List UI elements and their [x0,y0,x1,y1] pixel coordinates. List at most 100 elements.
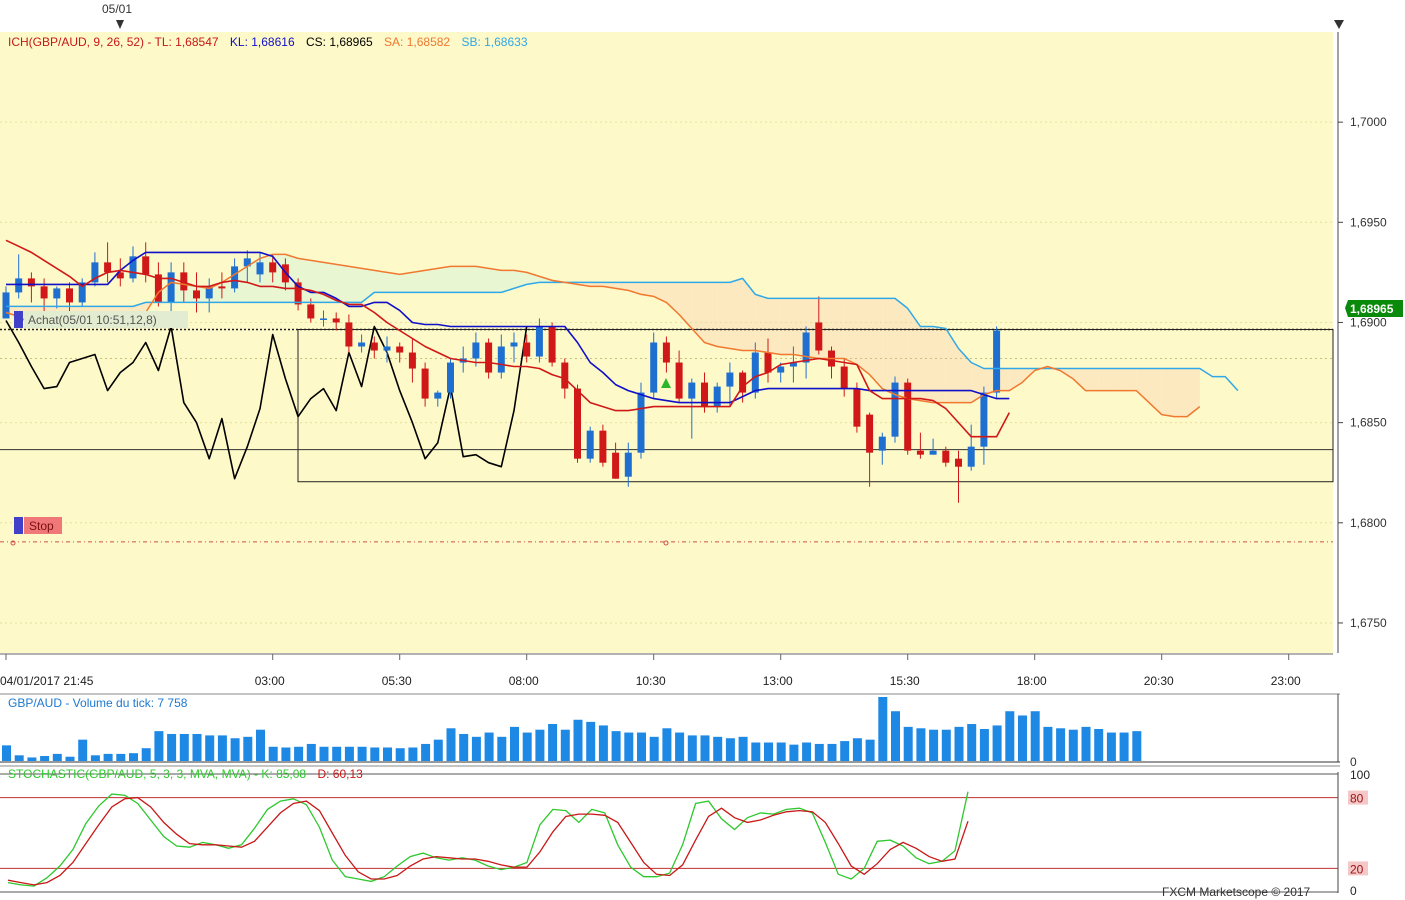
volume-bar [598,725,608,761]
volume-bar [459,733,469,761]
candle-body [370,342,378,351]
tenkan-sen [5,239,1011,438]
volume-bar [40,756,50,761]
volume-bar [929,729,939,761]
price-tick-label: 1,6850 [1350,416,1387,430]
volume-bar [535,729,545,761]
volume-bar [662,728,672,761]
volume-bar [789,744,799,761]
scroll-right-icon[interactable] [1334,20,1344,29]
candle-body [180,272,188,291]
candle-body [53,288,61,299]
candle-body [726,372,734,387]
volume-bar [90,755,100,761]
cloud-segment [869,298,883,389]
candle-body [231,266,239,289]
cloud-segment [933,326,946,403]
volume-bar [802,742,812,761]
cloud-segment [958,348,972,403]
ichimoku-legend: ICH(GBP/AUD, 9, 26, 52) - TL: 1,68547 KL… [8,35,528,49]
cloud-segment [437,266,451,293]
volume-bar [675,732,685,761]
price-tick-label: 1,6750 [1350,616,1387,630]
volume-bar [167,733,177,761]
volume-bar [649,736,659,761]
candle-body [66,288,73,303]
time-tick-label: 13:00 [763,674,793,688]
time-tick-label: 20:30 [1144,674,1174,688]
footer-credit: FXCM Marketscope © 2017 [1162,885,1311,899]
candle-body [78,282,86,303]
candle-body [739,372,747,393]
volume-bar [1119,732,1129,761]
cloud-segment [514,270,527,289]
volume-bar [586,721,596,761]
price-tick-label: 1,6800 [1350,516,1387,530]
volume-bar [1018,715,1027,761]
cloud-segment [310,260,324,303]
volume-bar [573,719,583,761]
volume-bar [764,742,773,761]
stop-order-marker[interactable]: Stop [14,517,62,534]
cloud-segment [945,328,959,403]
stochastic-tick-label: 0 [1350,884,1357,898]
buy-order-handle[interactable] [14,311,23,328]
volume-bar [52,753,62,761]
volume-bar [738,736,748,761]
time-tick-label: 03:00 [255,674,285,688]
cloud-segment [501,270,514,293]
candle-body [675,362,683,399]
cloud-segment [844,298,857,365]
stochastic-tick-label: 100 [1350,768,1370,782]
volume-bar [776,742,786,761]
time-axis[interactable]: 04/01/2017 21:45 03:00 05:30 08:00 10:30 13:0… [0,653,1333,688]
cloud-segment [1110,368,1124,391]
candle-body [980,392,988,447]
candle-body [104,262,112,273]
volume-bar [357,746,367,761]
volume-bar [1081,726,1091,761]
chikou-span [5,320,528,480]
candle-body [688,382,696,399]
candle-body [942,450,950,463]
candle-body [294,282,302,305]
volume-bar [370,747,380,761]
current-price-value: 1,68965 [1350,302,1394,316]
date-marker-icon[interactable] [116,20,124,29]
volume-bar [65,756,75,761]
stochastic-panel[interactable]: 100 80 20 0 STOCHASTIC(GBP/AUD, 5, 3, 3, MV… [0,765,1370,898]
candle-body [764,352,772,373]
candle-body [929,450,937,455]
stop-order-handle[interactable] [14,517,23,534]
cloud-segment [920,326,934,403]
volume-panel[interactable]: GBP/AUD - Volume du tick: 7 758 0 [0,693,1357,769]
cloud-segment [882,298,895,395]
price-axis[interactable]: 1,7000 1,6950 1,6900 1,6850 1,6800 1,6750 [1338,115,1387,630]
stochastic-lines [7,791,969,887]
price-panel[interactable]: 1,7000 1,6950 1,6900 1,6850 1,6800 1,6750 04/… [0,32,1387,688]
cloud-segment [450,266,464,293]
candle-body [269,262,277,273]
ichimoku-legend-prefix: ICH(GBP/AUD, 9, 26, 52) - [8,35,155,49]
candle-body [904,382,912,451]
cloud-segment [1187,368,1200,417]
buy-order-marker[interactable]: Achat(05/01 10:51,12,8) [14,311,188,328]
volume-bar [27,757,37,761]
senkou-span-b [6,277,1239,392]
candle-body [205,286,213,299]
ichimoku-legend-tl: TL: 1,68547 [155,35,219,49]
volume-bar [1094,729,1104,761]
candle-body [916,450,924,455]
kijun-sen [6,251,1010,404]
candle-body [307,304,315,319]
cloud-segment [780,298,794,355]
volume-bar [1106,732,1116,761]
volume-bar [497,736,507,761]
stochastic-axis: 100 80 20 0 [1348,768,1370,898]
candle-body [955,458,962,467]
volume-bar [103,753,113,761]
candle-body [256,262,264,275]
candle-body [650,342,658,393]
candle-body [434,392,442,399]
